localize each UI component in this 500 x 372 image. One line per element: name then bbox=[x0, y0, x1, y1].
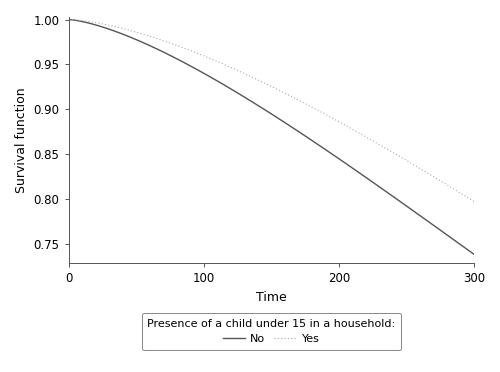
Y-axis label: Survival function: Survival function bbox=[15, 87, 28, 193]
X-axis label: Time: Time bbox=[256, 291, 286, 304]
Legend: No, Yes: No, Yes bbox=[142, 313, 401, 350]
